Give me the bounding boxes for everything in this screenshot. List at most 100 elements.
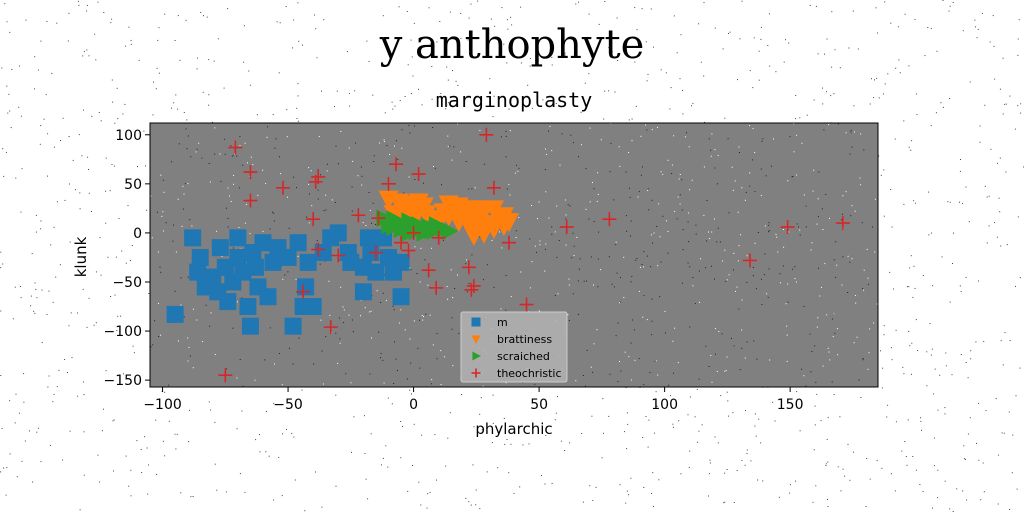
plot-noise-dot — [733, 269, 734, 271]
plot-noise-dot — [653, 232, 655, 234]
noise-dot — [700, 61, 702, 63]
noise-dot — [421, 434, 423, 436]
noise-dot — [984, 104, 986, 106]
noise-dot — [255, 439, 257, 441]
plot-noise-dot — [339, 342, 341, 344]
y-tick-label: 0 — [133, 226, 142, 242]
noise-dot — [281, 495, 283, 497]
noise-dot — [477, 0, 479, 2]
noise-dot — [285, 6, 287, 7]
plot-noise-dot — [854, 210, 856, 212]
noise-dot — [704, 121, 705, 123]
plot-noise-dot — [746, 281, 748, 283]
point-theochristic — [311, 169, 326, 184]
plot-noise-dot — [741, 299, 743, 301]
plot-noise-dot — [638, 191, 640, 193]
plot-noise-dot — [572, 293, 574, 295]
point-theochristic — [323, 320, 338, 335]
plot-noise-dot — [735, 290, 736, 292]
noise-dot — [480, 397, 482, 399]
plot-noise-dot — [832, 336, 834, 338]
noise-dot — [118, 218, 120, 219]
point-theochristic — [411, 167, 426, 182]
noise-dot — [653, 432, 655, 434]
plot-noise-dot — [266, 136, 268, 138]
noise-dot — [670, 87, 672, 89]
plot-noise-dot — [651, 320, 653, 322]
plot-noise-dot — [842, 213, 843, 215]
plot-noise-dot — [796, 174, 798, 176]
noise-dot — [949, 201, 951, 203]
noise-dot — [473, 426, 475, 428]
plot-noise-dot — [699, 301, 700, 303]
plot-noise-dot — [579, 258, 581, 260]
plot-noise-dot — [505, 275, 507, 276]
plot-noise-dot — [414, 125, 415, 127]
plot-noise-dot — [275, 138, 277, 140]
plot-noise-dot — [317, 198, 319, 200]
noise-dot — [978, 459, 980, 461]
plot-noise-dot — [451, 159, 453, 161]
noise-dot — [171, 107, 172, 109]
noise-dot — [904, 13, 906, 15]
plot-noise-dot — [658, 203, 660, 205]
plot-noise-dot — [756, 358, 758, 360]
noise-dot — [503, 418, 505, 419]
point-theochristic — [381, 176, 396, 191]
plot-noise-dot — [529, 287, 531, 289]
plot-noise-dot — [573, 255, 575, 256]
noise-dot — [20, 115, 22, 117]
plot-noise-dot — [310, 170, 312, 172]
point-theochristic — [742, 253, 757, 268]
plot-noise-dot — [615, 244, 617, 246]
plot-noise-dot — [357, 175, 359, 177]
plot-noise-dot — [409, 338, 411, 340]
plot-noise-dot — [827, 347, 829, 349]
noise-dot — [70, 312, 72, 314]
noise-dot — [429, 43, 431, 45]
plot-noise-dot — [745, 191, 747, 193]
plot-noise-dot — [796, 223, 798, 225]
noise-dot — [206, 16, 208, 18]
noise-dot — [91, 211, 92, 212]
plot-noise-dot — [536, 251, 537, 253]
plot-noise-dot — [232, 327, 234, 329]
plot-noise-dot — [580, 144, 582, 146]
noise-dot — [959, 201, 960, 203]
plot-noise-dot — [862, 288, 864, 290]
noise-dot — [626, 490, 628, 492]
plot-noise-dot — [854, 131, 855, 133]
plot-noise-dot — [732, 189, 734, 191]
noise-dot — [720, 395, 722, 397]
plot-noise-dot — [847, 292, 849, 293]
plot-noise-dot — [361, 175, 363, 177]
noise-dot — [726, 469, 728, 470]
noise-dot — [81, 155, 83, 157]
point-m — [246, 258, 264, 276]
noise-dot — [653, 505, 654, 507]
noise-dot — [297, 2, 299, 4]
noise-dot — [772, 401, 774, 403]
noise-dot — [407, 490, 409, 492]
plot-noise-dot — [874, 251, 876, 253]
plot-noise-dot — [689, 266, 691, 268]
plot-noise-dot — [225, 368, 227, 370]
point-theochristic — [780, 220, 795, 235]
plot-noise-dot — [515, 237, 517, 238]
plot-noise-dot — [842, 195, 844, 197]
plot-noise-dot — [859, 177, 861, 179]
noise-dot — [431, 98, 433, 100]
noise-dot — [837, 466, 839, 468]
plot-noise-dot — [545, 191, 547, 193]
noise-dot — [43, 118, 45, 120]
noise-dot — [412, 465, 413, 466]
plot-noise-dot — [657, 126, 658, 128]
plot-noise-dot — [389, 154, 391, 155]
noise-dot — [1004, 103, 1006, 105]
plot-noise-dot — [238, 226, 240, 228]
plot-noise-dot — [817, 317, 819, 319]
noise-dot — [947, 201, 949, 203]
plot-noise-dot — [264, 359, 266, 361]
noise-dot — [492, 422, 494, 424]
plot-noise-dot — [821, 286, 822, 288]
